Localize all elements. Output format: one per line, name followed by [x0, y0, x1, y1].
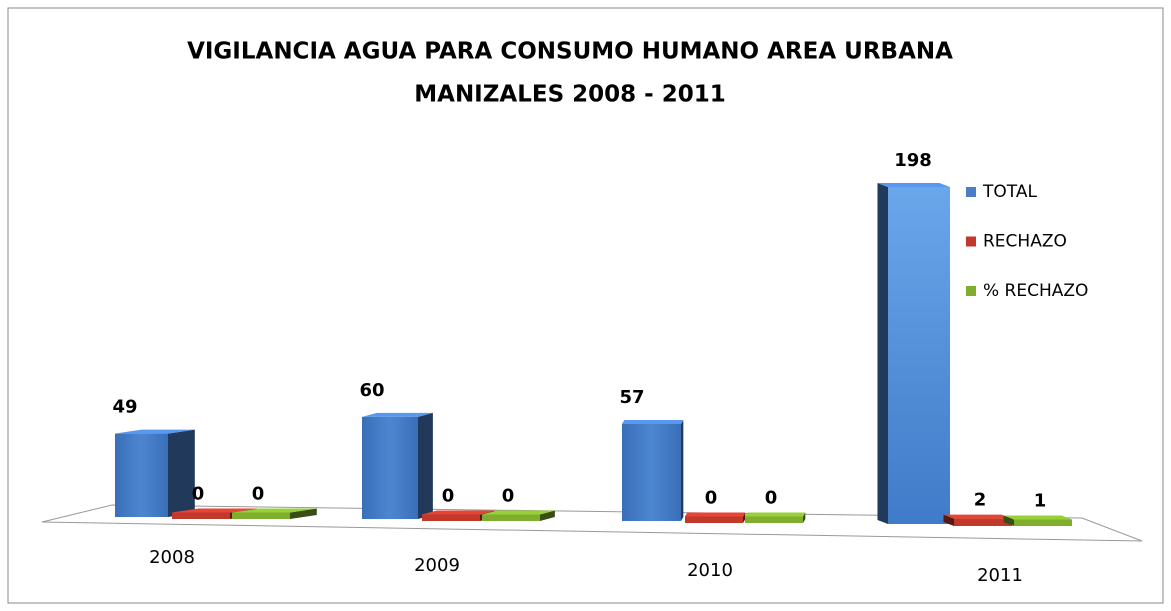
bar-top — [1003, 515, 1072, 520]
bar-side — [743, 512, 746, 523]
bar-top — [115, 429, 195, 434]
bar — [888, 187, 950, 524]
bar-side — [877, 183, 888, 524]
x-tick-label: 2009 — [414, 555, 460, 576]
legend-swatch — [966, 187, 976, 197]
chart-title: VIGILANCIA AGUA PARA CONSUMO HUMANO AREA… — [187, 39, 953, 65]
data-label: 57 — [619, 387, 644, 408]
bar — [232, 512, 290, 519]
bar-top — [362, 412, 433, 417]
bar — [422, 514, 480, 521]
bar-top — [172, 508, 257, 513]
legend-swatch — [966, 286, 976, 296]
bar — [954, 518, 1012, 526]
bar-side — [418, 412, 433, 519]
data-label: 0 — [502, 486, 515, 507]
x-tick-label: 2010 — [687, 560, 733, 581]
chart-frame — [7, 7, 1164, 604]
bar-side — [803, 512, 806, 523]
data-label: 0 — [442, 486, 455, 507]
data-label: 0 — [765, 488, 778, 509]
legend-swatch — [966, 236, 976, 247]
bar-top — [232, 508, 317, 513]
data-label: 0 — [192, 484, 205, 505]
data-label: 0 — [705, 488, 718, 509]
chart-title: MANIZALES 2008 - 2011 — [414, 82, 726, 108]
bar — [685, 516, 743, 523]
bar-top — [943, 514, 1012, 519]
data-label: 60 — [359, 380, 384, 401]
bar-side — [540, 510, 555, 521]
bar-side — [1003, 515, 1014, 526]
data-label: 1 — [1034, 491, 1047, 512]
bar — [745, 516, 803, 523]
bar-side — [681, 419, 684, 521]
legend-label: TOTAL — [982, 182, 1037, 202]
bar-side — [290, 508, 317, 519]
data-label: 0 — [252, 484, 265, 505]
bar-top — [745, 512, 806, 517]
x-tick-label: 2011 — [977, 565, 1023, 586]
legend-label: % RECHAZO — [983, 281, 1088, 301]
bar-side — [943, 514, 954, 526]
bar — [172, 512, 230, 519]
bar — [622, 423, 681, 521]
bar-top — [482, 510, 555, 515]
bar — [482, 514, 540, 521]
legend-label: RECHAZO — [983, 232, 1067, 252]
data-label: 2 — [974, 490, 987, 511]
bar — [115, 433, 168, 517]
bar — [1014, 519, 1072, 526]
data-label: 49 — [112, 397, 137, 418]
x-tick-label: 2008 — [149, 547, 195, 568]
bar-top — [685, 512, 746, 517]
bar-top — [422, 510, 495, 515]
bar — [362, 416, 418, 519]
data-label: 198 — [894, 150, 932, 171]
bar-side — [168, 429, 195, 517]
bar-top — [622, 419, 684, 424]
bar-top — [877, 183, 950, 187]
floor — [41, 504, 1143, 542]
legend: TOTAL RECHAZO % RECHAZO — [966, 182, 1088, 301]
plot-area: 49 0 0 2008 60 0 0 2009 57 0 0 2010 198 2 1 2011 — [112, 150, 1072, 586]
